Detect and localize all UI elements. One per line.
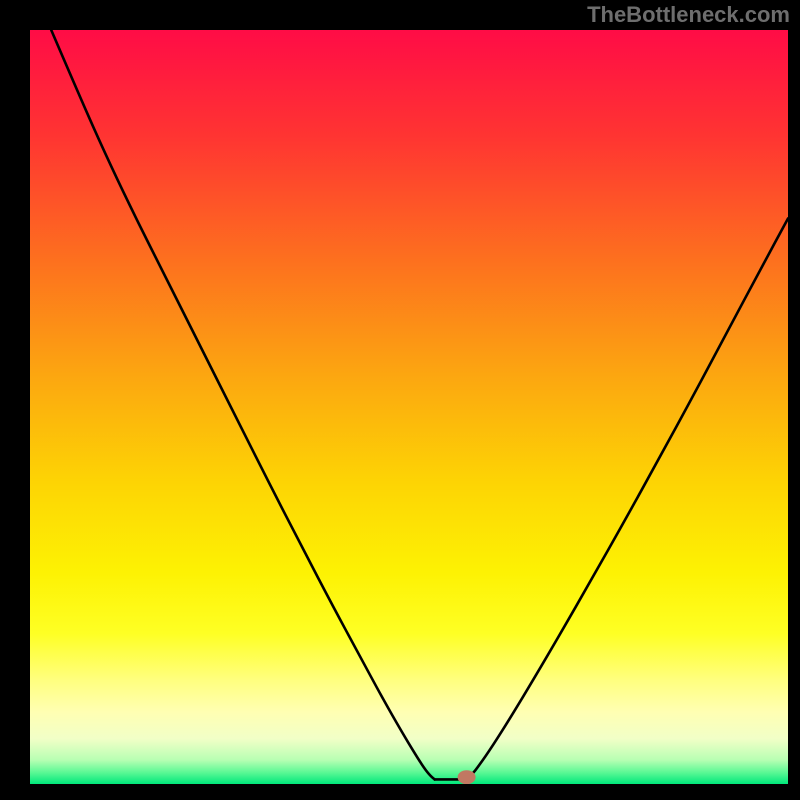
chart-frame: TheBottleneck.com xyxy=(0,0,800,800)
optimal-marker xyxy=(458,770,476,784)
gradient-background xyxy=(30,30,788,784)
plot-area xyxy=(30,30,788,784)
watermark-text: TheBottleneck.com xyxy=(587,2,790,28)
